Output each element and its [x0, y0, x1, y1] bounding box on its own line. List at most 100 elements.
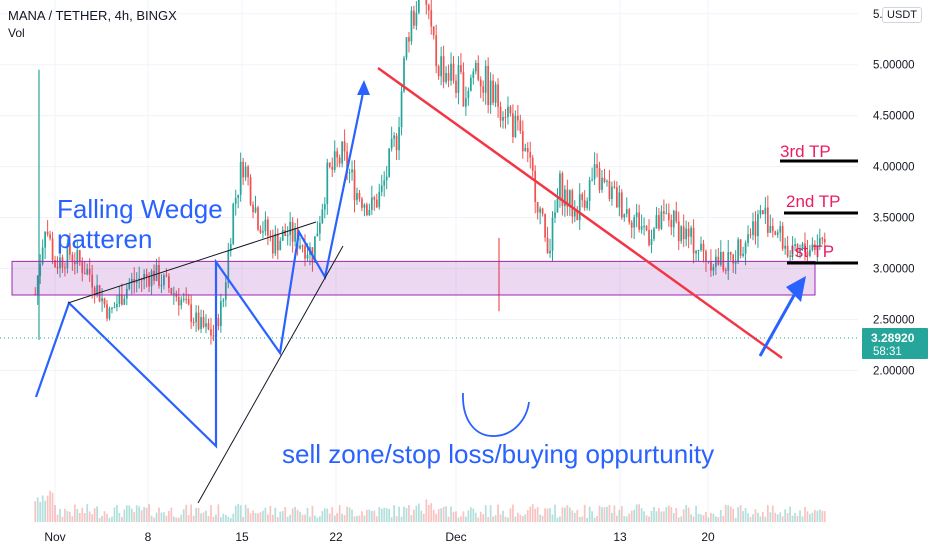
candle-body	[474, 62, 477, 72]
candle-body	[73, 261, 76, 265]
price-axis[interactable]: 6.000005.500005.000004.500004.000003.500…	[0, 0, 932, 525]
candle-body	[499, 106, 502, 121]
volume-bar	[219, 517, 222, 522]
volume-bar	[358, 515, 361, 522]
candle-body	[103, 298, 106, 305]
volume-bar	[700, 514, 702, 522]
volume-bar	[677, 517, 680, 522]
take-profit-labels: 3rd TP 2nd TP !st TP	[780, 142, 841, 261]
candle-body	[54, 260, 56, 268]
volume-bar	[724, 504, 727, 522]
candle-body	[514, 115, 517, 138]
volume-bar	[93, 508, 96, 522]
candle-body	[427, 4, 430, 11]
candle-body	[573, 211, 576, 217]
candle-body	[551, 217, 554, 251]
candle-body	[262, 231, 264, 233]
volume-bar	[611, 512, 613, 522]
volume-bar	[630, 510, 633, 522]
candle-body	[306, 254, 309, 259]
volume-bar	[596, 515, 598, 522]
volume-bar	[195, 508, 197, 522]
time-axis-background	[0, 525, 932, 550]
volume-bar	[759, 516, 762, 522]
candle-body	[472, 71, 475, 78]
candle-body	[526, 147, 529, 153]
candle-body	[165, 275, 168, 277]
volume-bar	[145, 507, 148, 522]
volume-bar	[821, 510, 824, 522]
volume-bar	[766, 504, 769, 522]
volume-bar	[801, 516, 804, 522]
candle-body	[539, 208, 542, 213]
volume-bar	[675, 507, 678, 522]
candle-body	[158, 264, 160, 286]
volume-bar	[249, 513, 252, 522]
price-tick-label: 3.00000	[873, 264, 915, 276]
volume-bar	[554, 504, 556, 522]
candle-body	[568, 190, 571, 207]
candle-body	[291, 221, 294, 242]
volume-bar	[210, 505, 212, 522]
candle-body	[351, 169, 353, 173]
price-tick-label: 2.00000	[873, 365, 915, 377]
volume-bars	[34, 490, 826, 522]
volume-bar	[130, 508, 133, 522]
currency-button[interactable]: USDT	[882, 7, 922, 23]
candle-body	[271, 235, 274, 254]
candle-body	[591, 179, 593, 181]
candle-body	[519, 120, 522, 132]
candle-body	[467, 90, 470, 99]
volume-bar	[794, 512, 796, 522]
time-axis[interactable]: Nov 8 15 22 Dec 13 20	[0, 525, 932, 550]
volume-bar	[534, 508, 537, 522]
volume-bar	[321, 511, 324, 522]
volume-bar	[274, 507, 277, 522]
volume-bar	[101, 515, 103, 522]
volume-bar	[222, 513, 225, 522]
volume-bar	[301, 514, 304, 522]
candle-body	[237, 194, 240, 198]
volume-bar	[318, 516, 321, 522]
volume-bar	[61, 516, 64, 522]
candle-body	[546, 237, 549, 254]
volume-bar	[757, 512, 759, 522]
candle-body	[729, 252, 732, 255]
volume-bar	[583, 504, 586, 522]
candle-body	[66, 243, 69, 269]
candle-body	[358, 193, 361, 199]
volume-bar	[742, 511, 744, 522]
volume-indicator-label[interactable]: Vol	[8, 26, 25, 40]
volume-bar	[559, 516, 561, 522]
volume-bar	[680, 516, 683, 522]
candle-body	[635, 212, 638, 218]
candle-body	[46, 231, 49, 235]
candle-body	[326, 162, 329, 205]
volume-bar	[499, 514, 502, 522]
candle-body	[690, 227, 692, 237]
candle-body	[811, 244, 814, 251]
candle-body	[799, 248, 801, 252]
pattern-label-line1: Falling Wedge	[57, 194, 223, 224]
volume-bar	[331, 507, 334, 522]
candle-body	[400, 91, 403, 128]
candle-body	[544, 213, 546, 238]
volume-bar	[586, 517, 589, 522]
volume-bar	[168, 510, 170, 522]
volume-bar	[507, 517, 509, 522]
candle-body	[210, 329, 212, 336]
candle-body	[36, 275, 39, 295]
candle-body	[83, 272, 86, 275]
volume-bar	[304, 514, 306, 522]
volume-bar	[714, 516, 717, 522]
candle-body	[163, 275, 165, 286]
wedge-upper-line	[67, 221, 317, 304]
candle-body	[128, 283, 131, 289]
volume-bar	[779, 512, 782, 522]
candle-body	[564, 189, 566, 207]
volume-bar	[202, 512, 205, 522]
candle-body	[489, 80, 492, 105]
volume-bar	[670, 507, 673, 522]
